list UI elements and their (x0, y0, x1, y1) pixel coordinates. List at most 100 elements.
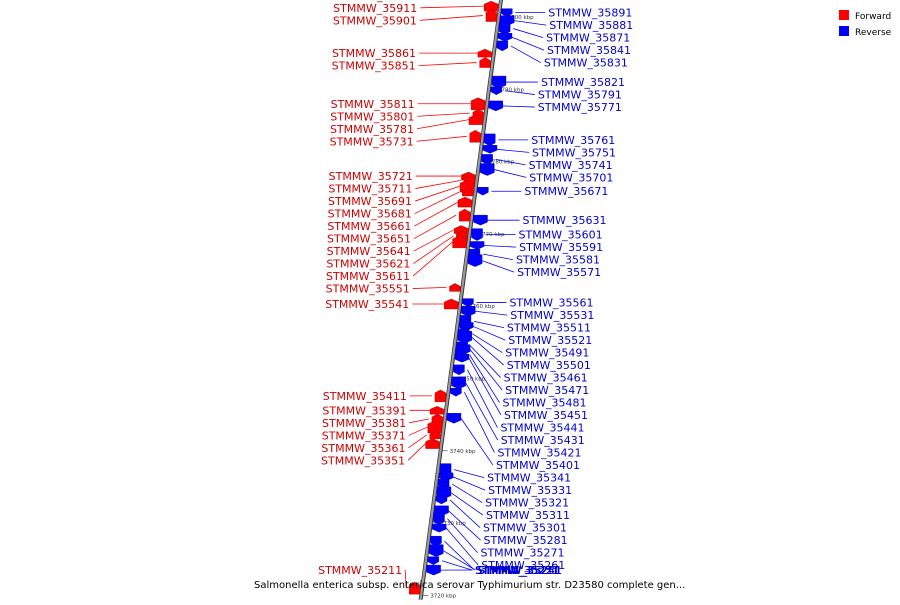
reverse-gene-label: STMMW_35741 (529, 159, 613, 172)
reverse-gene-feature (452, 377, 466, 389)
reverse-gene-connector (512, 37, 544, 50)
forward-gene-label: STMMW_35621 (326, 258, 410, 271)
forward-gene-label: STMMW_35681 (328, 208, 412, 221)
reverse-gene-label: STMMW_35431 (501, 434, 585, 447)
reverse-gene-label: STMMW_35631 (522, 214, 606, 227)
forward-gene-feature (430, 406, 444, 414)
reverse-gene-connector (497, 149, 529, 152)
forward-gene-connector (417, 120, 469, 129)
reverse-gene-feature (498, 33, 512, 41)
tick-label: 3740 kbp (450, 449, 476, 455)
reverse-gene-label: STMMW_35451 (504, 409, 588, 422)
legend-swatch-forward (839, 10, 849, 20)
forward-gene-connector (409, 427, 428, 435)
reverse-gene-label: STMMW_35601 (519, 229, 603, 242)
legend-label-forward: Forward (855, 12, 891, 22)
reverse-gene-feature (480, 164, 494, 176)
reverse-gene-label: STMMW_35571 (517, 266, 601, 279)
forward-gene-connector (417, 136, 467, 141)
forward-gene-connector (420, 16, 483, 21)
reverse-gene-feature (489, 101, 503, 111)
map-caption: Salmonella enterica subsp. enterica sero… (254, 580, 685, 591)
forward-gene-label: STMMW_35351 (321, 454, 405, 467)
reverse-gene-label: STMMW_35491 (505, 347, 589, 360)
reverse-gene-feature (450, 388, 461, 396)
reverse-gene-label: STMMW_35401 (496, 459, 580, 472)
forward-gene-connector (415, 186, 460, 201)
reverse-gene-label: STMMW_35561 (509, 297, 593, 310)
reverse-gene-connector (471, 346, 501, 378)
reverse-gene-connector (514, 21, 546, 26)
forward-gene-label: STMMW_35691 (328, 195, 412, 208)
reverse-gene-feature (458, 331, 472, 343)
reverse-gene-connector (454, 470, 484, 478)
reverse-gene-feature (470, 241, 484, 249)
forward-gene-label: STMMW_35661 (327, 220, 411, 233)
reverse-gene-feature (468, 255, 482, 267)
reverse-gene-feature (483, 145, 497, 153)
forward-gene-connector (415, 192, 460, 214)
reverse-gene-connector (453, 477, 485, 490)
reverse-gene-label: STMMW_35331 (488, 484, 572, 497)
forward-gene-connector (419, 63, 477, 66)
forward-gene-label: STMMW_35211 (318, 564, 402, 577)
forward-gene-label: STMMW_35911 (333, 2, 417, 15)
forward-gene-feature (470, 130, 481, 142)
reverse-gene-connector (513, 29, 543, 38)
reverse-gene-label: STMMW_35511 (507, 322, 591, 335)
forward-gene-feature (444, 299, 458, 309)
legend-label-reverse: Reverse (855, 28, 892, 38)
reverse-gene-label: STMMW_35521 (508, 334, 592, 347)
forward-gene-feature (480, 58, 491, 68)
tick-label: 3720 kbp (430, 593, 456, 599)
forward-gene-connector (414, 230, 455, 251)
forward-gene-label: STMMW_35851 (332, 60, 416, 73)
forward-gene-connector (414, 202, 458, 226)
reverse-gene-label: STMMW_35221 (476, 564, 560, 577)
reverse-gene-label: STMMW_35321 (485, 497, 569, 510)
reverse-gene-label: STMMW_35891 (548, 7, 632, 20)
forward-gene-connector (420, 6, 484, 8)
reverse-gene-label: STMMW_35671 (524, 185, 608, 198)
forward-gene-label: STMMW_35371 (322, 429, 406, 442)
reverse-gene-label: STMMW_35301 (483, 522, 567, 535)
reverse-gene-label: STMMW_35281 (484, 534, 568, 547)
reverse-gene-connector (503, 106, 535, 107)
forward-gene-label: STMMW_35611 (326, 270, 410, 283)
forward-gene-connector (414, 215, 456, 238)
reverse-gene-connector (451, 493, 483, 515)
reverse-gene-connector (494, 170, 526, 178)
forward-gene-connector (417, 113, 469, 116)
reverse-gene-label: STMMW_35501 (507, 359, 591, 372)
reverse-gene-connector (482, 261, 514, 272)
reverse-gene-label: STMMW_35581 (516, 254, 600, 267)
forward-gene-label: STMMW_35411 (323, 390, 407, 403)
legend: Forward Reverse (839, 10, 892, 38)
reverse-gene-label: STMMW_35841 (547, 44, 631, 57)
reverse-gene-label: STMMW_35461 (504, 372, 588, 385)
reverse-gene-connector (469, 358, 501, 415)
forward-gene-feature (458, 197, 472, 207)
forward-gene-label: STMMW_35361 (321, 442, 405, 455)
reverse-gene-connector (474, 321, 504, 327)
forward-gene-label: STMMW_35541 (325, 298, 409, 311)
forward-gene-label: STMMW_35641 (327, 245, 411, 258)
forward-gene-feature (426, 439, 440, 449)
forward-gene-label: STMMW_35781 (330, 123, 414, 136)
forward-gene-connector (413, 287, 447, 288)
forward-gene-feature (435, 390, 446, 402)
forward-gene-label: STMMW_35711 (328, 183, 412, 196)
forward-gene-label: STMMW_35801 (330, 110, 414, 123)
reverse-gene-label: STMMW_35341 (487, 472, 571, 485)
reverse-gene-connector (464, 392, 494, 452)
reverse-gene-label: STMMW_35481 (502, 397, 586, 410)
reverse-gene-label: STMMW_35761 (531, 134, 615, 147)
reverse-gene-label: STMMW_35421 (497, 447, 581, 460)
reverse-gene-connector (475, 311, 507, 315)
reverse-gene-feature (429, 545, 443, 557)
reverse-gene-connector (473, 326, 505, 340)
reverse-gene-feature (484, 134, 495, 146)
reverse-gene-feature (427, 565, 441, 575)
reverse-gene-feature (492, 76, 506, 88)
legend-swatch-reverse (839, 26, 849, 36)
